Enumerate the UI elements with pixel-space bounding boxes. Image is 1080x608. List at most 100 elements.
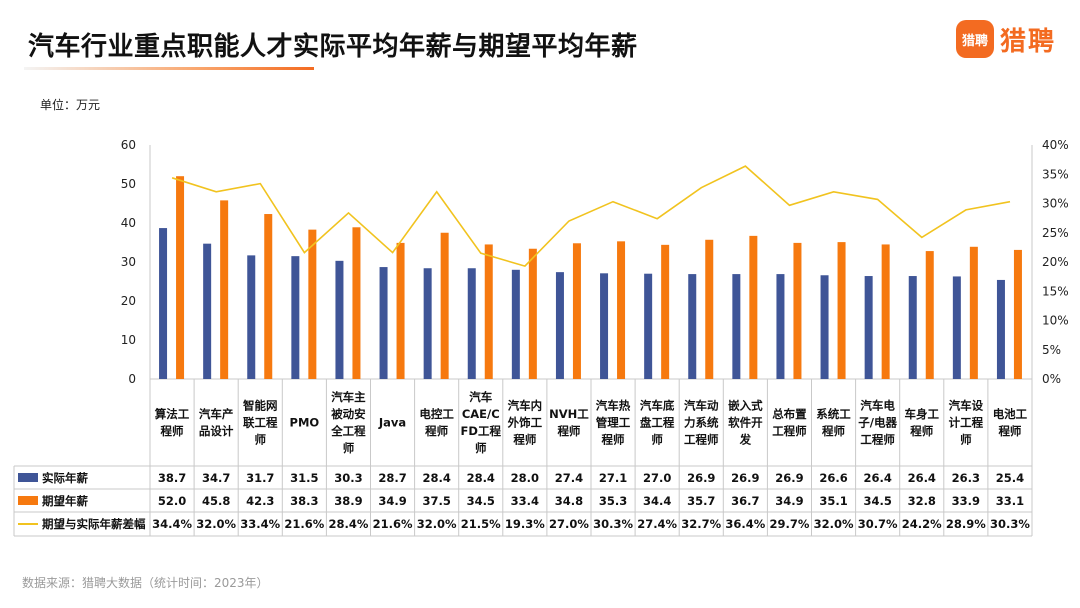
x-tick-label: 盘工程 [640, 416, 675, 430]
bar-expected [484, 244, 493, 379]
data-label: 37.5 [422, 494, 450, 508]
data-label: 31.7 [246, 471, 274, 485]
y-tick-label: 50 [121, 177, 136, 191]
data-label: 26.9 [731, 471, 759, 485]
y2-tick-label: 10% [1042, 314, 1069, 328]
x-tick-label: 工程师 [684, 433, 719, 447]
logo-text: 猎聘 [1000, 26, 1057, 57]
y2-tick-label: 25% [1042, 226, 1069, 240]
legend-label: 实际年薪 [42, 471, 88, 485]
x-tick-label: 车身工 [905, 407, 940, 421]
bar-actual [555, 272, 564, 379]
bar-actual [159, 228, 168, 379]
data-label: 34.7 [202, 471, 230, 485]
x-tick-label: 程师 [822, 424, 845, 438]
bar-actual [335, 260, 344, 379]
bar-actual [423, 268, 432, 379]
x-tick-label: 工程师 [860, 433, 895, 447]
x-tick-label: 力系统 [684, 416, 719, 430]
data-label: 30.3 [334, 471, 362, 485]
y-tick-label: 30 [121, 255, 136, 269]
data-label: 27.1 [599, 471, 627, 485]
x-tick-label: 汽车产 [199, 407, 234, 421]
x-tick-label: FD工程 [461, 424, 502, 438]
legend-swatch [18, 496, 38, 505]
page-title: 汽车行业重点职能人才实际平均年薪与期望平均年薪 [28, 32, 638, 62]
data-label: 52.0 [158, 494, 186, 508]
bar-actual [688, 274, 697, 379]
bar-expected [793, 242, 802, 379]
x-tick-label: 师 [475, 441, 487, 455]
data-label: 34.9 [378, 494, 406, 508]
bar-expected [440, 232, 449, 379]
bar-actual [820, 275, 829, 379]
data-label: 21.6% [373, 517, 413, 531]
x-tick-label: 汽车内 [508, 399, 543, 413]
x-tick-label: 智能网 [243, 399, 278, 413]
data-label: 34.9 [775, 494, 803, 508]
data-label: 28.4% [328, 517, 368, 531]
x-tick-label: 软件开 [728, 416, 763, 430]
x-tick-label: 程师 [425, 424, 448, 438]
data-label: 26.9 [687, 471, 715, 485]
bar-expected [396, 242, 405, 379]
bar-actual [996, 279, 1005, 379]
data-label: 34.5 [467, 494, 495, 508]
title-underline [24, 67, 314, 70]
bar-actual [379, 267, 388, 379]
x-tick-label: 电控工 [419, 407, 454, 421]
data-label: 38.7 [158, 471, 186, 485]
y2-tick-label: 5% [1042, 343, 1061, 357]
data-label: 28.7 [378, 471, 406, 485]
bar-actual [291, 256, 300, 379]
x-tick-label: 总布置 [772, 407, 807, 421]
bar-expected [661, 244, 670, 379]
data-label: 27.0% [549, 517, 589, 531]
bar-expected [1013, 249, 1022, 379]
x-tick-label: 被动安 [331, 407, 366, 421]
x-tick-label: 程师 [602, 433, 625, 447]
bar-actual [952, 276, 961, 379]
y-tick-label: 0 [128, 372, 136, 386]
data-label: 30.7% [858, 517, 898, 531]
bar-actual [247, 255, 256, 379]
x-tick-label: 师 [343, 441, 355, 455]
data-label: 28.0 [511, 471, 539, 485]
x-tick-label: 程师 [557, 424, 580, 438]
bar-expected [352, 227, 361, 379]
y2-tick-label: 15% [1042, 284, 1069, 298]
x-tick-label: 品设计 [199, 424, 234, 438]
data-label: 26.4 [908, 471, 936, 485]
bar-actual [203, 243, 212, 379]
bar-expected [572, 243, 581, 379]
x-tick-label: 联工程 [243, 416, 278, 430]
data-label: 32.7% [681, 517, 721, 531]
x-tick-label: 发 [739, 433, 752, 447]
data-label: 28.4 [467, 471, 495, 485]
y-tick-label: 60 [121, 138, 136, 152]
bar-expected [837, 242, 846, 379]
gap-line [171, 165, 1011, 268]
x-tick-label: CAE/C [462, 407, 500, 421]
bar-actual [732, 274, 741, 379]
y-tick-label: 40 [121, 216, 136, 230]
data-label: 26.3 [952, 471, 980, 485]
bar-expected [881, 244, 890, 379]
x-tick-label: 汽车热 [596, 399, 631, 413]
salary-combo-chart: 0 10 20 30 40 50 60 0% 5% 10% 15% 20% 25% 30% 35% 40% 算法… [13, 138, 1069, 537]
x-tick-label: 汽车主 [331, 390, 366, 404]
bar-expected [969, 246, 978, 379]
bar-expected [308, 229, 317, 379]
data-label: 33.4 [511, 494, 539, 508]
y-tick-label: 10 [121, 333, 136, 347]
data-label: 29.7% [769, 517, 809, 531]
data-label: 35.7 [687, 494, 715, 508]
data-label: 21.6% [284, 517, 324, 531]
x-tick-label: 汽车动 [684, 399, 719, 413]
bar-expected [264, 214, 273, 379]
x-tick-label: 程师 [513, 433, 536, 447]
data-label: 36.4% [725, 517, 765, 531]
bar-expected [925, 251, 934, 379]
data-label: 33.9 [952, 494, 980, 508]
x-tick-label: 嵌入式 [728, 399, 763, 413]
